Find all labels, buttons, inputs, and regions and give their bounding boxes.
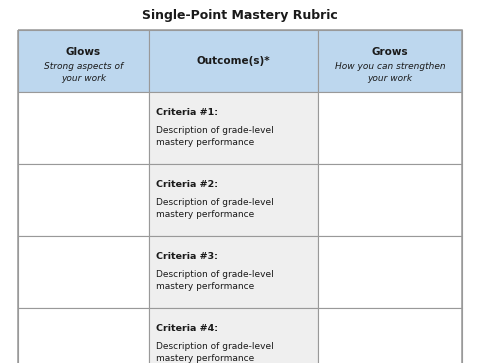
Text: Criteria #3:: Criteria #3: — [156, 252, 218, 261]
Bar — [318, 308, 462, 363]
Text: How you can strengthen
your work: How you can strengthen your work — [335, 62, 445, 82]
Bar — [318, 164, 462, 236]
Bar — [318, 92, 462, 164]
Text: Grows: Grows — [372, 47, 408, 57]
Bar — [18, 236, 149, 308]
Bar — [18, 308, 149, 363]
Text: Description of grade-level
mastery performance: Description of grade-level mastery perfo… — [156, 198, 274, 219]
Bar — [18, 30, 149, 92]
Text: Description of grade-level
mastery performance: Description of grade-level mastery perfo… — [156, 126, 274, 147]
Text: Description of grade-level
mastery performance: Description of grade-level mastery perfo… — [156, 270, 274, 291]
Text: Criteria #1:: Criteria #1: — [156, 108, 218, 117]
Text: Strong aspects of
your work: Strong aspects of your work — [44, 62, 123, 82]
Bar — [149, 308, 318, 363]
Text: Glows: Glows — [66, 47, 101, 57]
Text: Single-Point Mastery Rubric: Single-Point Mastery Rubric — [142, 9, 338, 23]
Bar — [318, 30, 462, 92]
Bar — [18, 164, 149, 236]
Bar — [18, 92, 149, 164]
Bar — [149, 236, 318, 308]
Bar — [318, 236, 462, 308]
Bar — [149, 30, 318, 92]
Text: Outcome(s)*: Outcome(s)* — [196, 56, 270, 66]
Text: Criteria #2:: Criteria #2: — [156, 180, 218, 189]
Text: Criteria #4:: Criteria #4: — [156, 324, 218, 333]
Text: Description of grade-level
mastery performance: Description of grade-level mastery perfo… — [156, 342, 274, 363]
Bar — [149, 164, 318, 236]
Bar — [149, 92, 318, 164]
